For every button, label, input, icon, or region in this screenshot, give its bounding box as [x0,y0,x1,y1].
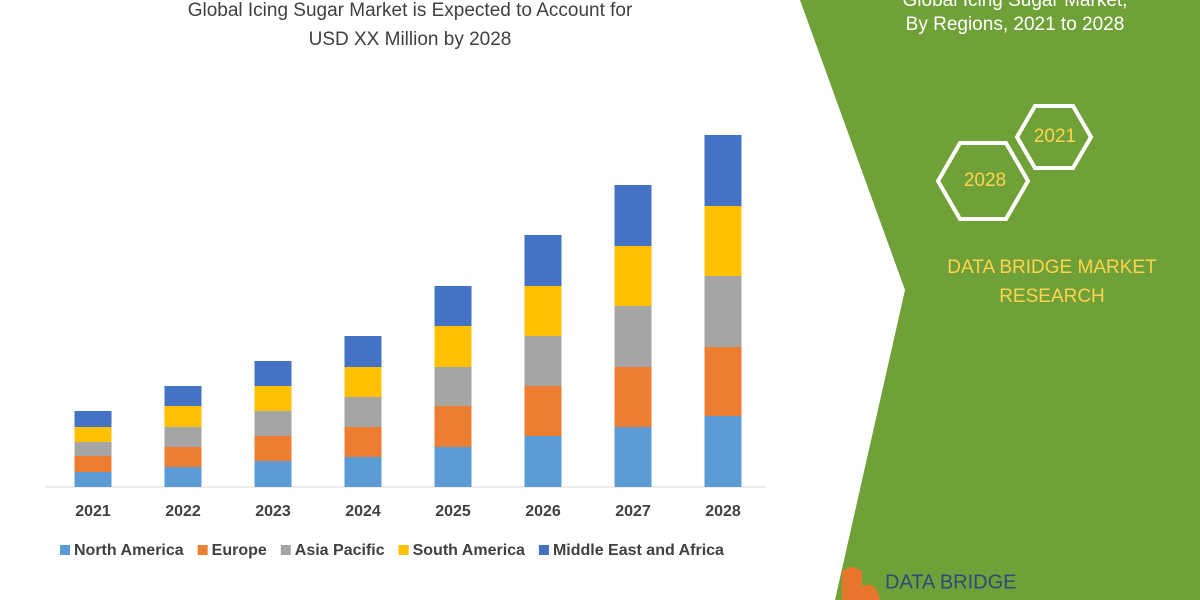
bar-segment [164,386,202,406]
bar-segment [704,347,742,416]
bar-segment [164,427,202,447]
x-tick-label: 2023 [255,503,291,520]
legend-label: South America [413,542,525,559]
bar-segment [434,447,472,487]
bar-segment [614,185,652,246]
logo-icon [842,567,880,600]
brand-text: RESEARCH [999,286,1105,307]
bar-segment [434,406,472,447]
legend-swatch [538,545,549,555]
bar-segment [434,367,472,406]
bar-segment [74,456,112,472]
bar-segment [614,427,652,487]
bar-segment [704,276,742,347]
panel-title: By Regions, 2021 to 2028 [906,14,1125,35]
legend-label: Middle East and Africa [553,542,724,559]
bar-segment [344,427,382,457]
legend-label: Europe [212,542,267,559]
bar-segment [704,416,742,487]
legend-swatch [280,545,291,555]
bar-segment [74,472,112,487]
bar-segment [524,436,562,487]
x-tick-label: 2028 [705,503,741,520]
bar-segment [254,386,292,411]
bar-segment [434,326,472,367]
x-tick-label: 2021 [75,503,111,520]
bar-segment [74,411,112,427]
bar-segment [164,406,202,427]
bar-segment [524,235,562,286]
bar-segment [254,461,292,487]
bar-segment [614,367,652,427]
hexagon [1014,104,1094,170]
legend-swatch [398,545,409,555]
bar-segment [524,336,562,386]
bar-segment [344,457,382,487]
x-tick-label: 2024 [345,503,381,520]
bar-segment [254,411,292,436]
bar-segment [344,397,382,427]
legend-label: Asia Pacific [295,542,385,559]
bar-segment [704,135,742,206]
bar-segment [74,442,112,456]
bar-segment [344,336,382,367]
bar-segment [254,361,292,386]
side-panel [800,0,1200,600]
brand-text: DATA BRIDGE MARKET [947,257,1157,278]
bar-segment [254,436,292,461]
panel-title: Global Icing Sugar Market, [903,0,1128,11]
bar-segment [74,427,112,442]
chart-title: Global Icing Sugar Market is Expected to… [188,0,633,50]
hexagon [935,141,1031,221]
bar-segment [164,467,202,487]
legend-swatch [60,545,70,555]
x-tick-label: 2025 [435,503,471,520]
bar-segment [164,447,202,467]
legend-label: North America [74,542,184,559]
bar-segment [614,246,652,306]
hex-label: 2021 [1034,126,1076,147]
x-tick-label: 2027 [615,503,651,520]
x-tick-label: 2026 [525,503,561,520]
bar-segment [704,206,742,276]
hex-label: 2028 [964,170,1006,191]
legend-swatch [197,545,208,555]
x-tick-label: 2022 [165,503,201,520]
logo-text: DATA BRIDGE [885,571,1017,593]
bar-segment [524,286,562,336]
bar-segment [434,286,472,326]
bar-segment [614,306,652,367]
bar-segment [524,386,562,436]
bar-segment [344,367,382,397]
